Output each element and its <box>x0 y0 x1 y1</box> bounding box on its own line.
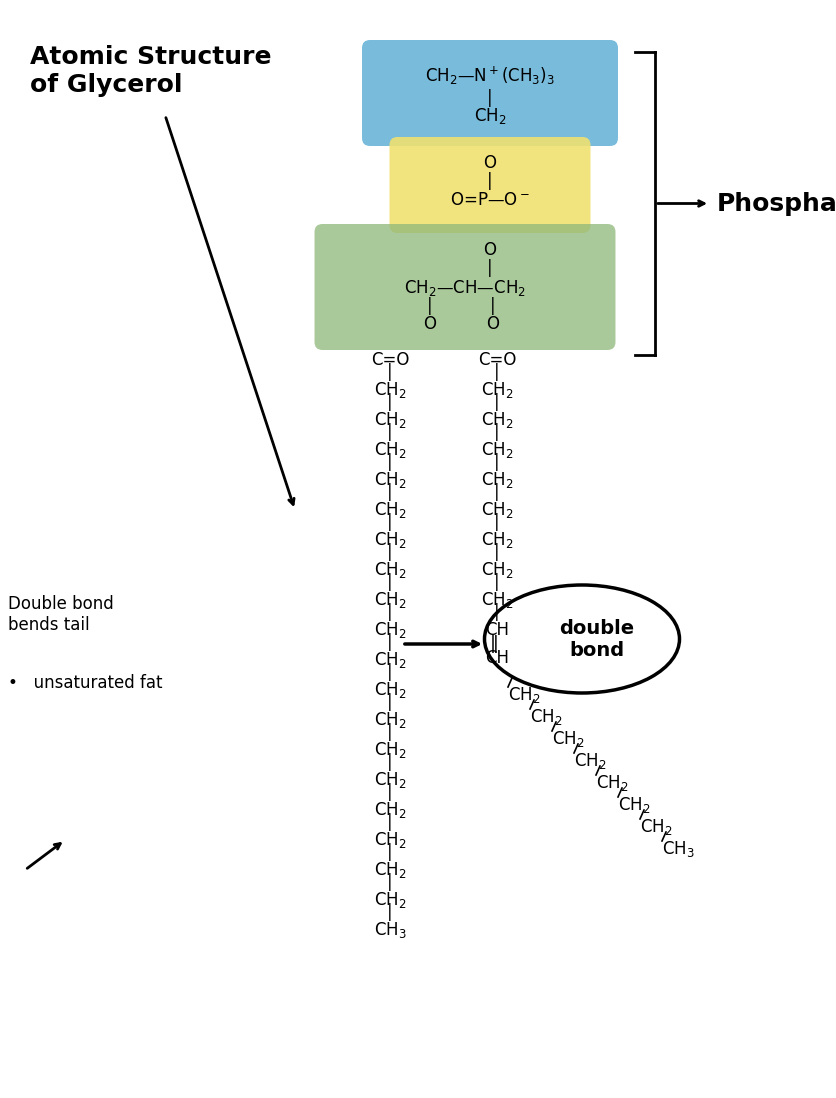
Text: O: O <box>483 240 497 259</box>
Text: CH$_2$: CH$_2$ <box>640 817 672 837</box>
Text: |: | <box>387 513 393 531</box>
Text: |: | <box>387 903 393 921</box>
Text: CH$_2$: CH$_2$ <box>374 770 406 789</box>
Text: |: | <box>494 573 500 591</box>
Text: CH$_3$: CH$_3$ <box>661 839 695 859</box>
Text: CH$_2$: CH$_2$ <box>374 860 406 879</box>
Text: CH$_2$: CH$_2$ <box>481 380 513 400</box>
Text: CH$_2$: CH$_2$ <box>374 800 406 820</box>
Text: CH$_2$: CH$_2$ <box>481 500 513 520</box>
Text: |: | <box>494 544 500 561</box>
Text: |: | <box>494 393 500 411</box>
Text: CH$_2$: CH$_2$ <box>374 830 406 850</box>
Text: |: | <box>387 363 393 381</box>
Text: |: | <box>487 89 492 107</box>
Text: CH$_2$: CH$_2$ <box>374 890 406 910</box>
Text: CH$_2$: CH$_2$ <box>374 740 406 760</box>
Text: CH$_2$: CH$_2$ <box>573 751 606 771</box>
FancyBboxPatch shape <box>362 40 618 146</box>
Text: |: | <box>387 783 393 802</box>
Text: C=O: C=O <box>371 351 409 369</box>
Text: |: | <box>494 453 500 471</box>
Text: CH$_2$: CH$_2$ <box>481 560 513 580</box>
Text: |: | <box>387 544 393 561</box>
Text: CH$_2$—N$^+$(CH$_3$)$_3$: CH$_2$—N$^+$(CH$_3$)$_3$ <box>425 65 555 87</box>
Text: |: | <box>494 603 500 621</box>
Text: CH$_2$: CH$_2$ <box>374 410 406 430</box>
Text: CH$_2$: CH$_2$ <box>374 560 406 580</box>
Text: |: | <box>487 172 492 190</box>
Text: |: | <box>387 603 393 621</box>
Text: CH$_2$: CH$_2$ <box>474 107 507 126</box>
Text: CH$_2$: CH$_2$ <box>481 440 513 460</box>
Text: CH$_2$: CH$_2$ <box>481 410 513 430</box>
Text: |: | <box>427 296 433 315</box>
Text: |: | <box>387 813 393 831</box>
Text: CH$_2$: CH$_2$ <box>374 440 406 460</box>
Text: CH: CH <box>485 649 509 666</box>
Text: |: | <box>487 259 492 277</box>
Text: double
bond: double bond <box>559 618 635 660</box>
Text: |: | <box>494 423 500 441</box>
Text: CH$_2$: CH$_2$ <box>481 530 513 550</box>
Text: CH$_2$: CH$_2$ <box>596 773 629 793</box>
Text: |: | <box>387 693 393 712</box>
Text: |: | <box>494 483 500 501</box>
Text: |: | <box>387 843 393 861</box>
Text: CH$_2$: CH$_2$ <box>374 470 406 490</box>
Text: |: | <box>387 573 393 591</box>
FancyBboxPatch shape <box>390 137 590 233</box>
Text: CH$_2$: CH$_2$ <box>618 795 650 815</box>
Text: O: O <box>487 315 499 333</box>
Text: |: | <box>387 393 393 411</box>
Text: CH$_3$: CH$_3$ <box>374 920 406 940</box>
Text: CH$_2$—CH—CH$_2$: CH$_2$—CH—CH$_2$ <box>404 278 526 298</box>
Text: |: | <box>387 634 393 651</box>
Text: CH$_2$: CH$_2$ <box>530 707 563 727</box>
Text: |: | <box>387 483 393 501</box>
Text: CH$_2$: CH$_2$ <box>481 590 513 610</box>
Text: CH: CH <box>485 621 509 639</box>
Text: |: | <box>494 513 500 531</box>
Text: |: | <box>387 663 393 681</box>
Text: |: | <box>387 873 393 890</box>
Text: CH$_2$: CH$_2$ <box>374 620 406 640</box>
Text: Double bond
bends tail: Double bond bends tail <box>8 595 114 634</box>
Text: CH$_2$: CH$_2$ <box>552 729 584 749</box>
Text: CH$_2$: CH$_2$ <box>374 380 406 400</box>
Text: C=O: C=O <box>478 351 516 369</box>
Text: |: | <box>387 453 393 471</box>
Text: |: | <box>494 363 500 381</box>
Text: CH$_2$: CH$_2$ <box>374 500 406 520</box>
Text: CH$_2$: CH$_2$ <box>374 590 406 610</box>
Text: •   unsaturated fat: • unsaturated fat <box>8 674 162 692</box>
Text: O: O <box>483 154 497 172</box>
FancyBboxPatch shape <box>314 224 615 350</box>
Text: |: | <box>387 423 393 441</box>
Text: CH$_2$: CH$_2$ <box>374 710 406 730</box>
Text: |: | <box>387 753 393 771</box>
Text: O: O <box>424 315 436 333</box>
Text: O=P—O$^-$: O=P—O$^-$ <box>450 191 530 209</box>
Text: CH$_2$: CH$_2$ <box>374 530 406 550</box>
Text: CH$_2$: CH$_2$ <box>374 650 406 670</box>
Text: |: | <box>490 296 496 315</box>
Text: Atomic Structure
of Glycerol: Atomic Structure of Glycerol <box>30 45 272 97</box>
Text: $\|$: $\|$ <box>489 634 497 656</box>
Text: Phosphate: Phosphate <box>717 191 836 215</box>
Text: |: | <box>387 722 393 741</box>
Text: CH$_2$: CH$_2$ <box>481 470 513 490</box>
Text: CH$_2$: CH$_2$ <box>374 680 406 701</box>
Text: CH$_2$: CH$_2$ <box>507 685 540 705</box>
